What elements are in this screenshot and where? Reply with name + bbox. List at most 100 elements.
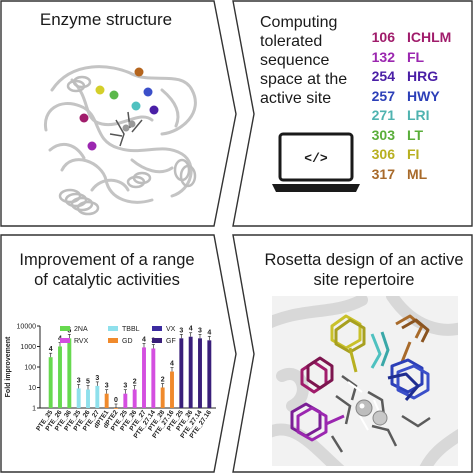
mutation-position: 132 (371, 48, 395, 65)
mutation-row: 317 ML (361, 165, 471, 185)
bar (95, 385, 100, 408)
bar-value-label: 5 (86, 378, 90, 385)
bar-value-label: 3 (77, 377, 81, 384)
legend-swatch (152, 338, 162, 343)
mutation-row: 306 FI (361, 145, 471, 165)
bar-value-label: 0 (114, 397, 118, 404)
mutation-row: 303 LT (361, 126, 471, 146)
laptop-icon: </> (272, 132, 360, 192)
bar (188, 336, 193, 408)
protein-ribbon-image (43, 65, 197, 216)
mutation-position: 271 (371, 107, 395, 123)
residue-132-sphere (87, 141, 97, 151)
mutation-residues: LRI (407, 107, 430, 123)
mutation-residues: ICHLM (407, 29, 452, 45)
panel-title: Rosetta design of an active site reperto… (264, 251, 464, 289)
bar-value-label: 4 (49, 346, 53, 353)
legend-label: VX (166, 326, 176, 333)
mutation-residues: HRG (407, 68, 439, 84)
bar (86, 389, 90, 408)
bar-value-label: 4 (189, 326, 193, 333)
residue-254-sphere (149, 105, 159, 115)
legend-label: RVX (74, 338, 89, 345)
y-tick-label: 10000 (17, 324, 37, 331)
panel-title: Computing tolerated sequence space at th… (260, 14, 348, 107)
bar (179, 338, 184, 408)
legend-swatch (108, 326, 118, 331)
mutation-list: 106 ICHLM 132 FL 254 HRG 257 HWY 271 LRI 303 LT 306 F… (361, 28, 471, 184)
residue-306-sphere (95, 85, 105, 95)
bar (132, 389, 137, 408)
bar-value-label: 4 (142, 336, 146, 343)
bar (104, 393, 109, 408)
panel-rosetta: Rosetta design of an active site reperto… (232, 234, 474, 474)
bar (151, 348, 156, 408)
panel-frame (0, 0, 237, 227)
bar-value-label: 4 (207, 329, 211, 336)
mutation-row: 254 HRG (361, 67, 471, 87)
residue-317-sphere (134, 67, 144, 77)
active-site-structure-image (272, 296, 458, 466)
legend-swatch (108, 338, 118, 343)
legend-label: 2NA (74, 326, 88, 333)
bar-value-label: 2 (133, 378, 137, 385)
y-tick-label: 1 (32, 406, 36, 413)
mutation-position: 303 (371, 126, 395, 143)
panel-computing: Computing tolerated sequence space at th… (232, 0, 474, 228)
bar-value-label: 4 (170, 361, 174, 368)
legend-label: GD (122, 338, 133, 345)
bar (198, 338, 202, 408)
laptop-code-label: </> (304, 151, 328, 166)
residue-271-sphere (131, 101, 141, 111)
panel-title: Enzyme structure (39, 10, 173, 29)
legend-swatch (152, 326, 162, 331)
legend-label: TBBL (122, 326, 140, 333)
residue-303-sphere (109, 90, 119, 100)
mutation-position: 106 (371, 29, 395, 45)
mutation-position: 254 (371, 68, 395, 84)
mutation-residues: FL (407, 48, 425, 65)
panel-enzyme-structure: Enzyme structure (0, 0, 240, 228)
bar-value-label: 3 (95, 375, 99, 382)
bar-value-label: 3 (123, 383, 127, 390)
residue-257-sphere (143, 87, 153, 97)
bar (207, 340, 212, 408)
bar (142, 347, 146, 408)
mutation-position: 257 (371, 87, 395, 104)
mutation-row: 257 HWY (361, 87, 471, 107)
panel-title: Improvement of a range of catalytic acti… (19, 251, 195, 289)
mutation-residues: FI (407, 146, 420, 162)
mutation-row: 271 LRI (361, 106, 471, 126)
bar-value-label: 3 (198, 327, 202, 334)
bar (48, 357, 53, 408)
bar (58, 346, 62, 408)
mutation-position: 306 (371, 146, 395, 162)
legend-swatch (60, 326, 70, 331)
bar (67, 338, 72, 408)
y-tick-label: 100 (24, 365, 36, 372)
y-axis-label: Fold improvement (5, 336, 12, 397)
bar-value-label: 3 (179, 327, 183, 334)
y-tick-label: 10 (28, 385, 36, 392)
panel-improvement: Improvement of a range of catalytic acti… (0, 234, 240, 474)
bar-value-label: 3 (105, 383, 109, 390)
residue-106-sphere (79, 113, 89, 123)
bar (170, 371, 174, 408)
bar-value-label: 2 (161, 377, 165, 384)
mutation-residues: LT (407, 126, 424, 143)
y-tick-label: 1000 (20, 344, 36, 351)
mutation-row: 132 FL (361, 48, 471, 68)
mutation-row: 106 ICHLM (361, 28, 471, 48)
bar (76, 388, 81, 408)
bar (114, 408, 118, 409)
bar (160, 387, 165, 408)
legend-label: GF (166, 338, 176, 345)
mutation-residues: HWY (407, 87, 440, 104)
mutation-residues: ML (407, 165, 428, 182)
legend-swatch (60, 338, 70, 343)
bar (123, 393, 128, 408)
panel-frame (0, 234, 237, 473)
panel-frame (232, 0, 473, 227)
mutation-position: 317 (371, 165, 395, 182)
